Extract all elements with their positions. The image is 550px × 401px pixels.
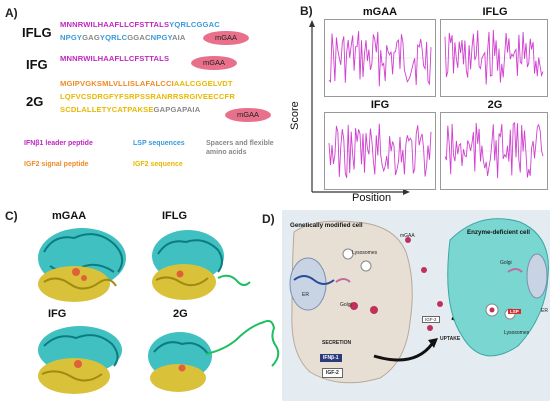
golgi-right	[507, 268, 523, 273]
legend-spacer: Spacers and flexible amino acids	[206, 140, 274, 156]
igf2-signal-seq: MGIPVGKSMLVLLISLAFALCCI	[60, 79, 174, 88]
legend-igf2-signal: IGF2 signal peptide	[24, 161, 89, 168]
profile-line	[444, 121, 544, 179]
left-cell-title: Genetically modified cell	[290, 222, 363, 229]
lsp-tag: LSP	[508, 309, 521, 314]
axis-arrows	[309, 20, 410, 195]
igf2-seq: AALCGGELVDT	[173, 79, 233, 88]
mgaa-label: mGAA	[400, 233, 415, 239]
igf2-tag: IGF-2	[322, 368, 343, 378]
lsp-seq: NPGY	[150, 33, 173, 42]
spacer-seq: GAPGAPAIA	[153, 105, 201, 114]
mgaa-pill-2g: mGAA	[225, 108, 271, 122]
igf2-small-tag: IGF-2	[422, 316, 440, 323]
golgi-label-left: Golgi	[340, 302, 352, 308]
structure-ifg	[38, 326, 122, 394]
panel-d-label: D)	[262, 212, 275, 226]
mgaa-extracellular	[421, 267, 427, 273]
panel-a-label: A)	[5, 6, 18, 20]
er-left	[293, 275, 335, 285]
lysosomes-label-right: Lysosomes	[504, 330, 530, 336]
secretion-label: SECRETION	[322, 340, 352, 346]
secretion-arrow	[373, 343, 434, 362]
right-cell-title: Enzyme-deficient cell	[467, 229, 530, 236]
iflg-seq-line2: NPGYGAGYQRLCGGACNPGYAIA	[60, 33, 186, 42]
profile-plot-iflg	[440, 19, 548, 97]
structure-iflg	[152, 230, 251, 300]
legend-ifn: IFNβ1 leader peptide	[24, 140, 93, 147]
lysosomes-label-left: Lysosomes	[352, 250, 378, 256]
mgaa-extracellular	[405, 237, 411, 243]
profile-line	[444, 29, 544, 85]
construct-iflg-name: IFLG	[22, 25, 52, 40]
panel-b-label: B)	[300, 4, 313, 18]
spacer-seq: GAG	[82, 33, 100, 42]
plot-title-ifg: IFG	[370, 99, 390, 111]
er-label-right: ER	[541, 308, 548, 314]
legend-lsp: LSP sequences	[133, 140, 185, 147]
profile-line	[328, 123, 432, 179]
profile-plot-2g	[440, 112, 548, 190]
lysosome-left	[360, 260, 372, 272]
lsp-seq: YQRLCGGAC	[169, 20, 220, 29]
2g-seq-line2: LQFVCSDRGFYFSRPSSRANRRSRGIVEECCFR	[60, 92, 235, 101]
deficient-cell-body	[447, 218, 549, 357]
mgaa-pill-iflg: mGAA	[203, 31, 249, 45]
legend-igf2-seq: IGF2 sequence	[133, 161, 183, 168]
2g-seq-line3: SCDLALLETYCATPAKSEGAPGAPAIA	[60, 105, 200, 114]
mgaa-dot	[350, 302, 358, 310]
profile-line	[328, 31, 432, 87]
x-axis-label: Position	[352, 192, 392, 204]
spacer-seq: GGAC	[127, 33, 151, 42]
y-arrowhead	[309, 20, 315, 27]
lsp-seq: YQRLC	[99, 33, 128, 42]
ifn-tag: IFNβ-1	[320, 354, 342, 362]
panel-c-label: C)	[5, 209, 18, 223]
profile-plot-mgaa	[324, 19, 436, 97]
nucleus-right	[526, 253, 548, 299]
structure-title-2g: 2G	[173, 308, 188, 320]
structure-mgaa	[38, 228, 126, 302]
mgaa-dot	[370, 306, 378, 314]
structure-2g	[148, 319, 280, 392]
x-arrowhead	[403, 189, 410, 195]
igf2-seq: SCDLALLETYCATPAKSE	[60, 105, 154, 114]
ifn-leader-seq: MNNRWILHAAFLLCFSTTALS	[60, 20, 170, 29]
plot-title-2g: 2G	[487, 99, 503, 111]
plot-title-mgaa: mGAA	[362, 6, 398, 18]
structure-title-mgaa: mGAA	[52, 210, 87, 222]
golgi-label-right: Golgi	[500, 260, 512, 266]
iflg-seq-line1: MNNRWILHAAFLLCFSTTALSYQRLCGGAC	[60, 20, 220, 29]
ifg-seq: MNNRWILHAAFLLCFSTTALS	[60, 54, 170, 63]
plot-title-iflg: IFLG	[482, 6, 508, 18]
mgaa-in-lysosome	[489, 307, 495, 313]
secretion-arrowhead	[428, 338, 438, 348]
uptake-label: UPTAKE	[440, 336, 461, 342]
lsp-seq: NPGY	[60, 33, 83, 42]
mgaa-extracellular	[437, 301, 443, 307]
2g-seq-line1: MGIPVGKSMLVLLISLAFALCCIAALCGGELVDT	[60, 79, 233, 88]
construct-ifg-name: IFG	[26, 57, 48, 72]
profile-plot-ifg	[324, 112, 436, 190]
golgi-left	[335, 278, 351, 283]
structure-title-iflg: IFLG	[162, 210, 188, 222]
mgaa-pill-ifg: mGAA	[191, 56, 237, 70]
structure-title-ifg: IFG	[48, 308, 67, 320]
construct-2g-name: 2G	[26, 94, 44, 109]
er-label-left: ER	[302, 292, 309, 298]
mgaa-extracellular	[427, 325, 433, 331]
spacer-seq: AIA	[172, 33, 186, 42]
lysosome-left	[342, 248, 354, 260]
